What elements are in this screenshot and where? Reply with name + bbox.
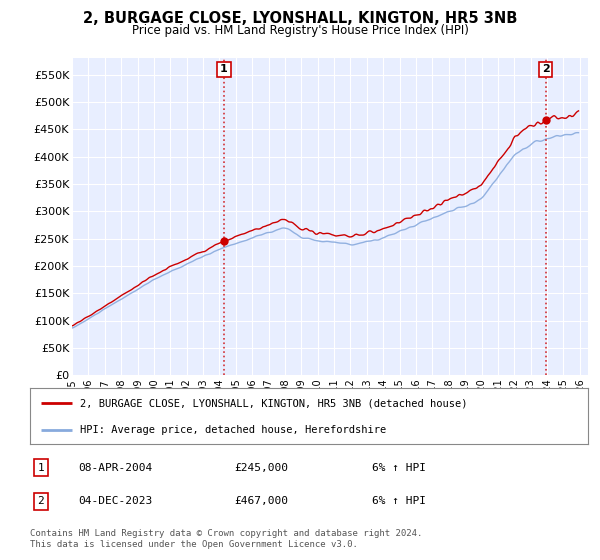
Text: 04-DEC-2023: 04-DEC-2023 [78, 496, 152, 506]
Text: 2: 2 [37, 496, 44, 506]
Text: Price paid vs. HM Land Registry's House Price Index (HPI): Price paid vs. HM Land Registry's House … [131, 24, 469, 36]
Text: £467,000: £467,000 [234, 496, 288, 506]
Text: 1: 1 [37, 463, 44, 473]
Text: Contains HM Land Registry data © Crown copyright and database right 2024.
This d: Contains HM Land Registry data © Crown c… [30, 529, 422, 549]
Text: 2, BURGAGE CLOSE, LYONSHALL, KINGTON, HR5 3NB: 2, BURGAGE CLOSE, LYONSHALL, KINGTON, HR… [83, 11, 517, 26]
Text: 6% ↑ HPI: 6% ↑ HPI [372, 463, 426, 473]
Text: 2, BURGAGE CLOSE, LYONSHALL, KINGTON, HR5 3NB (detached house): 2, BURGAGE CLOSE, LYONSHALL, KINGTON, HR… [80, 398, 468, 408]
Text: HPI: Average price, detached house, Herefordshire: HPI: Average price, detached house, Here… [80, 424, 386, 435]
Text: 6% ↑ HPI: 6% ↑ HPI [372, 496, 426, 506]
Text: 1: 1 [220, 64, 228, 74]
Text: 08-APR-2004: 08-APR-2004 [78, 463, 152, 473]
Text: 2: 2 [542, 64, 550, 74]
Text: £245,000: £245,000 [234, 463, 288, 473]
